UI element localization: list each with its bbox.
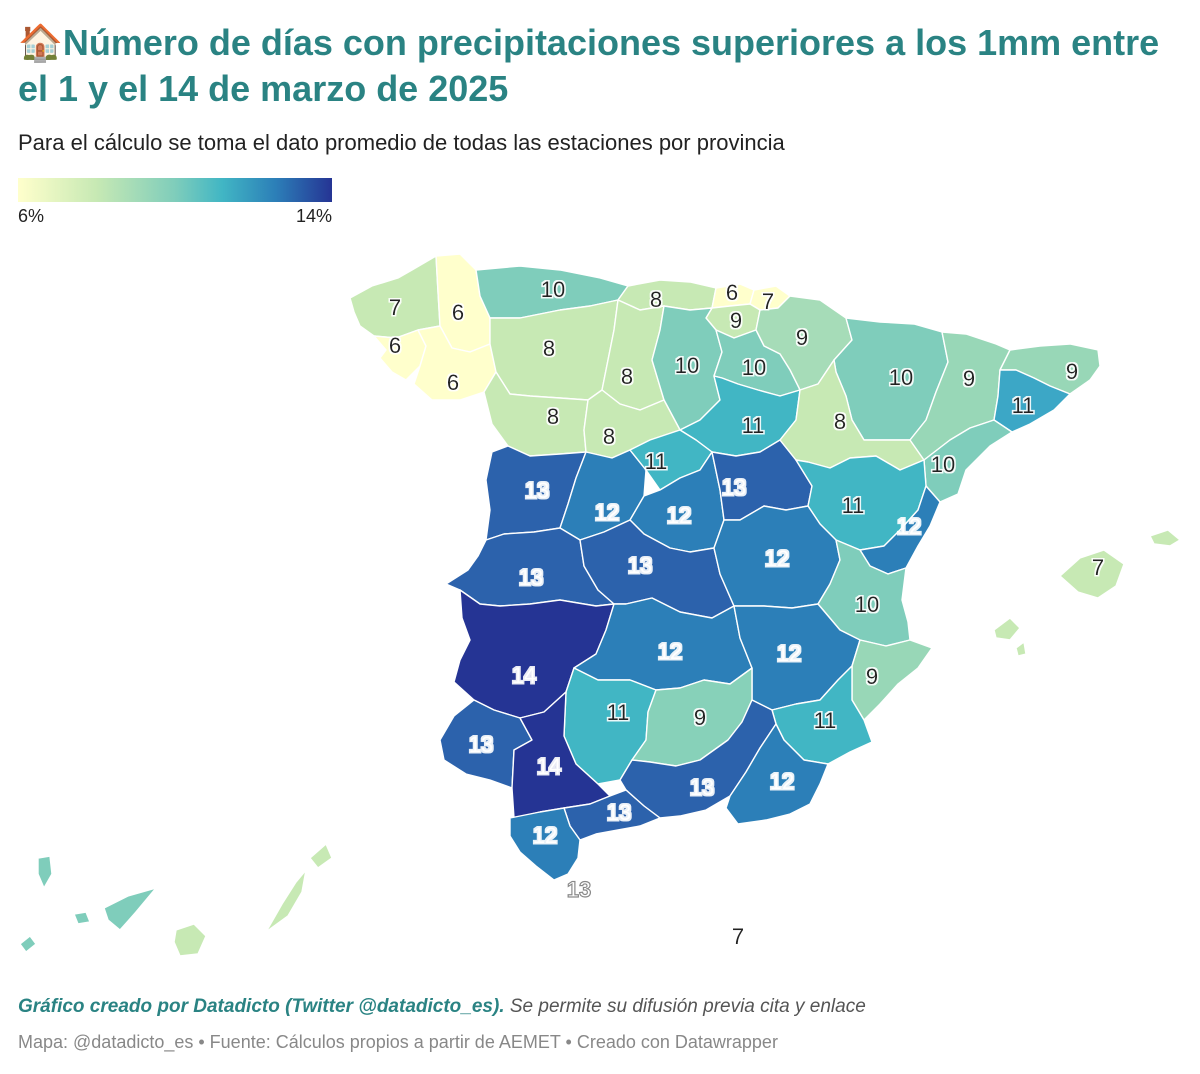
value-jaen: 9 bbox=[694, 705, 706, 730]
value-alava: 9 bbox=[730, 308, 742, 333]
value-leon: 8 bbox=[543, 336, 555, 361]
value-granada: 13 bbox=[690, 775, 714, 800]
value-alicante: 9 bbox=[866, 664, 878, 689]
value-soria: 11 bbox=[742, 413, 765, 438]
value-illes-balears: 7 bbox=[1092, 555, 1104, 580]
value-malaga: 13 bbox=[607, 800, 631, 825]
house-icon: 🏠 bbox=[18, 23, 63, 64]
value-tarragona: 10 bbox=[931, 452, 955, 477]
value-guadalajara: 13 bbox=[722, 475, 746, 500]
footer-source: Mapa: @datadicto_es • Fuente: Cálculos p… bbox=[18, 1032, 778, 1052]
value-asturias: 10 bbox=[541, 277, 565, 302]
province-alicante bbox=[851, 639, 933, 721]
value-huelva: 13 bbox=[469, 732, 493, 757]
value-girona: 9 bbox=[1066, 359, 1078, 384]
value-cadiz: 12 bbox=[533, 823, 557, 848]
value-ceuta: 13 bbox=[567, 877, 591, 902]
value-melilla: 7 bbox=[732, 924, 744, 949]
value-cantabria: 8 bbox=[650, 287, 662, 312]
value-teruel: 11 bbox=[842, 493, 865, 518]
value-madrid: 12 bbox=[667, 503, 691, 528]
title-text: Número de días con precipitaciones super… bbox=[18, 22, 1160, 109]
value-caceres: 13 bbox=[519, 565, 543, 590]
value-zaragoza: 8 bbox=[834, 409, 846, 434]
province-almeria bbox=[725, 723, 829, 825]
value-lleida: 9 bbox=[963, 366, 975, 391]
province-cadiz bbox=[509, 807, 581, 881]
value-valencia: 10 bbox=[855, 592, 879, 617]
province-canarias-east bbox=[173, 843, 333, 957]
color-legend: 6% 14% bbox=[18, 178, 334, 228]
value-ourense: 6 bbox=[447, 370, 459, 395]
value-burgos: 10 bbox=[675, 353, 699, 378]
chart-subtitle: Para el cálculo se toma el dato promedio… bbox=[18, 130, 785, 155]
province-illes-balears bbox=[993, 529, 1181, 657]
value-castellon: 12 bbox=[897, 514, 921, 539]
legend-max-label: 14% bbox=[295, 206, 332, 226]
value-bizkaia: 6 bbox=[726, 280, 738, 305]
value-navarra: 9 bbox=[796, 325, 808, 350]
value-barcelona: 11 bbox=[1012, 393, 1035, 418]
province-pontevedra bbox=[373, 329, 427, 381]
value-valladolid: 8 bbox=[603, 424, 615, 449]
value-murcia: 11 bbox=[814, 708, 837, 733]
value-huesca: 10 bbox=[889, 365, 913, 390]
value-avila: 12 bbox=[595, 500, 619, 525]
value-sevilla: 14 bbox=[537, 754, 561, 779]
value-ciudad-real: 12 bbox=[658, 639, 682, 664]
value-palencia: 8 bbox=[621, 364, 633, 389]
value-a-coruna: 7 bbox=[389, 295, 401, 320]
province-barcelona bbox=[993, 369, 1071, 433]
footer-credit: Gráfico creado por Datadicto (Twitter @d… bbox=[18, 996, 866, 1018]
value-albacete: 12 bbox=[777, 641, 801, 666]
value-zamora: 8 bbox=[547, 404, 559, 429]
value-gipuzkoa: 7 bbox=[762, 289, 774, 314]
value-cuenca: 12 bbox=[765, 546, 789, 571]
footer-credit-note: Se permite su difusión previa cita y enl… bbox=[504, 996, 866, 1017]
value-badajoz: 14 bbox=[512, 663, 536, 688]
value-lugo: 6 bbox=[452, 300, 464, 325]
value-toledo: 13 bbox=[628, 553, 652, 578]
province-cantabria bbox=[617, 279, 717, 311]
value-cordoba: 11 bbox=[607, 700, 630, 725]
value-la-rioja: 10 bbox=[742, 355, 766, 380]
province-canarias-west bbox=[19, 855, 157, 953]
value-almeria: 12 bbox=[770, 769, 794, 794]
legend-min-label: 6% bbox=[18, 206, 45, 226]
legend-gradient-bar bbox=[18, 178, 332, 202]
footer-credit-author: Gráfico creado por Datadicto (Twitter @d… bbox=[18, 996, 505, 1017]
value-salamanca: 13 bbox=[525, 478, 549, 503]
value-segovia: 11 bbox=[645, 449, 668, 474]
value-pontevedra: 6 bbox=[389, 333, 401, 358]
chart-title: 🏠Número de días con precipitaciones supe… bbox=[18, 20, 1178, 111]
